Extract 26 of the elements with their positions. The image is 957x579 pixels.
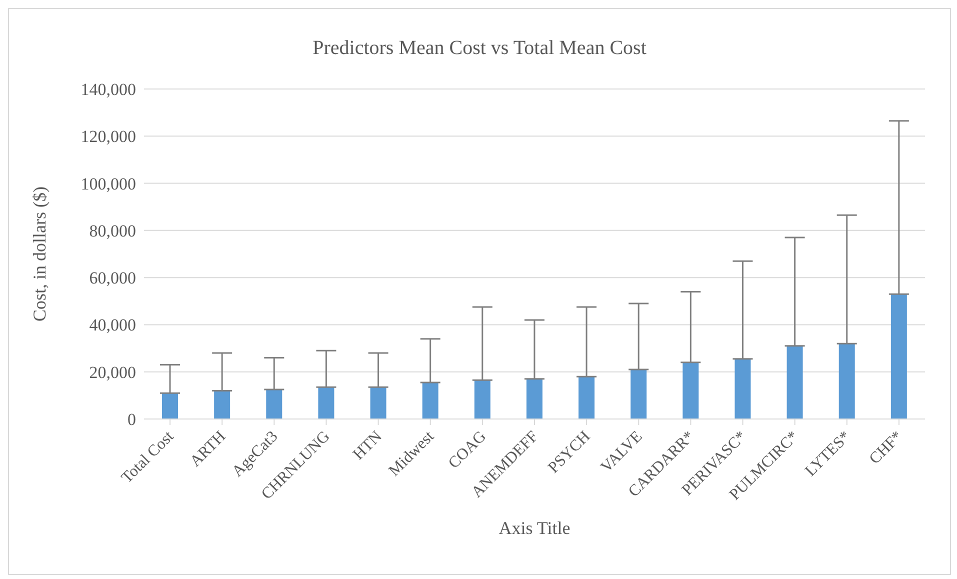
x-axis-title: Axis Title [498,518,570,538]
y-tick-label: 80,000 [89,221,136,240]
bar [682,362,699,419]
y-tick-label: 0 [128,410,136,430]
y-axis-title: Cost, in dollars ($) [29,186,50,322]
bar [318,387,334,419]
bar [578,376,595,419]
bar [890,294,907,419]
bar [266,390,282,419]
y-tick-label: 20,000 [89,362,136,382]
y-tick-label: 60,000 [89,268,136,288]
bar [526,378,542,419]
chart-title: Predictors Mean Cost vs Total Mean Cost [312,37,648,60]
bar [370,387,386,419]
y-tick-label: 40,000 [89,316,136,335]
y-tick-label: 100,000 [80,174,136,194]
bar [214,390,230,419]
bar [162,393,178,419]
bar [630,370,647,419]
y-tick-label: 120,000 [80,127,136,146]
bar [734,358,751,419]
bar [474,380,490,419]
bar [786,346,803,419]
bar [422,382,438,419]
y-tick-label: 140,000 [80,80,136,100]
bar [838,344,855,419]
